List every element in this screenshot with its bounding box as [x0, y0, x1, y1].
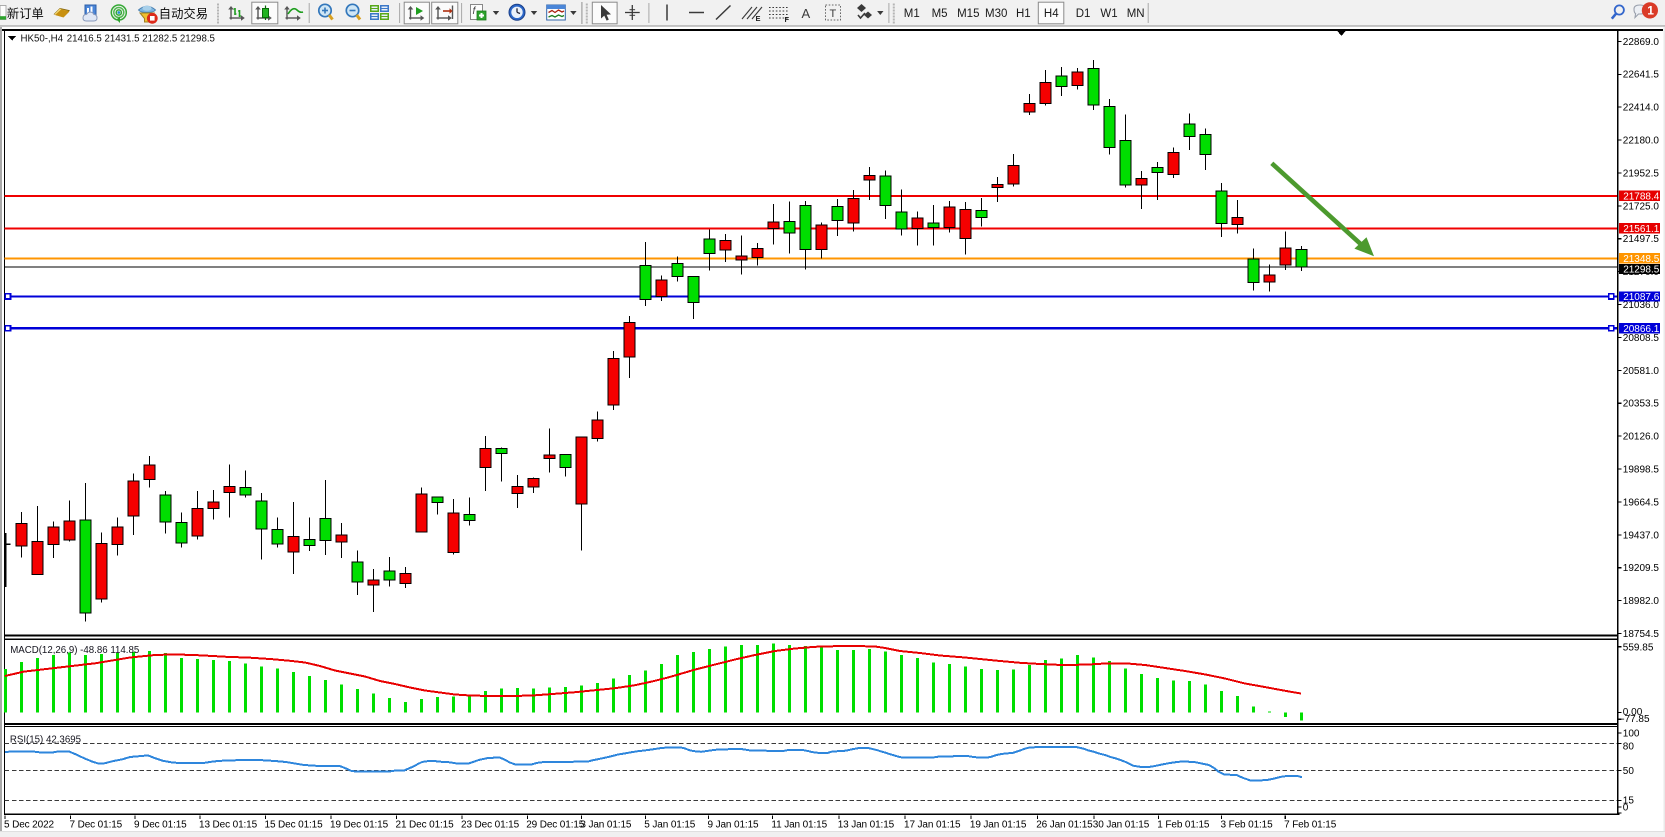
svg-text:22641.5: 22641.5 [1623, 70, 1660, 81]
svg-text:19 Jan 01:15: 19 Jan 01:15 [970, 820, 1027, 831]
svg-text:29 Dec 01:15: 29 Dec 01:15 [526, 820, 585, 831]
svg-text:22869.0: 22869.0 [1623, 37, 1660, 48]
svg-text:26 Jan 01:15: 26 Jan 01:15 [1036, 820, 1093, 831]
svg-text:T: T [830, 8, 837, 20]
svg-text:21416.5: 21416.5 [67, 33, 102, 44]
svg-text:M1: M1 [904, 8, 920, 20]
svg-text:22414.0: 22414.0 [1623, 103, 1660, 114]
svg-text:21788.4: 21788.4 [1623, 191, 1660, 202]
svg-text:21 Dec 01:15: 21 Dec 01:15 [396, 820, 455, 831]
svg-text:30 Jan 01:15: 30 Jan 01:15 [1093, 820, 1150, 831]
svg-text:9 Dec 01:15: 9 Dec 01:15 [134, 820, 187, 831]
svg-text:7 Feb 01:15: 7 Feb 01:15 [1284, 820, 1337, 831]
svg-text:20581.0: 20581.0 [1623, 366, 1660, 377]
svg-text:新订单: 新订单 [7, 6, 44, 21]
svg-text:21348.5: 21348.5 [1623, 254, 1660, 265]
svg-text:21282.5: 21282.5 [142, 33, 177, 44]
svg-text:RSI(15) 42.3695: RSI(15) 42.3695 [10, 734, 81, 745]
svg-text:0: 0 [1623, 802, 1629, 813]
svg-text:MN: MN [1127, 8, 1145, 20]
svg-text:3 Jan 01:15: 3 Jan 01:15 [580, 820, 632, 831]
svg-text:3 Feb 01:15: 3 Feb 01:15 [1221, 820, 1274, 831]
svg-text:21087.6: 21087.6 [1623, 292, 1660, 303]
svg-text:自动交易: 自动交易 [159, 6, 208, 21]
svg-text:21497.5: 21497.5 [1623, 234, 1660, 245]
svg-text:21036.0: 21036.0 [1623, 300, 1660, 311]
svg-text:19437.0: 19437.0 [1623, 530, 1660, 541]
svg-text:0.00: 0.00 [1623, 707, 1643, 718]
svg-text:H1: H1 [1016, 8, 1031, 20]
svg-text:21431.5: 21431.5 [105, 33, 140, 44]
svg-text:13 Jan 01:15: 13 Jan 01:15 [838, 820, 895, 831]
svg-text:M30: M30 [985, 8, 1007, 20]
svg-text:M15: M15 [957, 8, 979, 20]
svg-text:5 Jan 01:15: 5 Jan 01:15 [644, 820, 696, 831]
svg-text:80: 80 [1623, 741, 1635, 752]
svg-text:18754.5: 18754.5 [1623, 629, 1660, 640]
svg-text:7 Dec 01:15: 7 Dec 01:15 [70, 820, 123, 831]
svg-text:9 Jan 01:15: 9 Jan 01:15 [708, 820, 760, 831]
svg-text:23 Dec 01:15: 23 Dec 01:15 [461, 820, 520, 831]
svg-text:5 Dec 2022: 5 Dec 2022 [4, 820, 55, 831]
svg-text:F: F [785, 15, 790, 24]
svg-text:21298.5: 21298.5 [180, 33, 215, 44]
svg-text:W1: W1 [1100, 8, 1117, 20]
svg-text:19209.5: 19209.5 [1623, 563, 1660, 574]
svg-text:22180.0: 22180.0 [1623, 136, 1660, 147]
svg-text:D1: D1 [1076, 8, 1091, 20]
svg-text:21561.1: 21561.1 [1623, 224, 1660, 235]
svg-text:E: E [756, 14, 761, 23]
svg-text:15 Dec 01:15: 15 Dec 01:15 [265, 820, 324, 831]
svg-text:17 Jan 01:15: 17 Jan 01:15 [904, 820, 961, 831]
svg-text:13 Dec 01:15: 13 Dec 01:15 [199, 820, 258, 831]
svg-text:f: f [473, 6, 477, 17]
svg-text:19 Dec 01:15: 19 Dec 01:15 [330, 820, 389, 831]
svg-text:19664.5: 19664.5 [1623, 497, 1660, 508]
svg-text:19898.5: 19898.5 [1623, 465, 1660, 476]
svg-text:20126.0: 20126.0 [1623, 432, 1660, 443]
svg-text:A: A [802, 6, 811, 21]
svg-text:1: 1 [1647, 4, 1654, 18]
svg-text:15: 15 [1623, 796, 1635, 807]
svg-text:100: 100 [1623, 728, 1640, 739]
svg-text:11 Jan 01:15: 11 Jan 01:15 [771, 820, 827, 831]
svg-text:21298.5: 21298.5 [1623, 264, 1660, 275]
svg-text:559.85: 559.85 [1623, 642, 1654, 653]
svg-text:MACD(12,26,9) -48.86 114.85: MACD(12,26,9) -48.86 114.85 [10, 645, 139, 656]
svg-text:21725.0: 21725.0 [1623, 201, 1660, 212]
svg-text:M5: M5 [932, 8, 948, 20]
svg-text:50: 50 [1623, 766, 1635, 777]
svg-text:1 Feb 01:15: 1 Feb 01:15 [1157, 820, 1210, 831]
svg-text:20353.5: 20353.5 [1623, 399, 1660, 410]
svg-text:21952.5: 21952.5 [1623, 168, 1660, 179]
svg-text:20866.1: 20866.1 [1623, 324, 1660, 335]
svg-text:20808.5: 20808.5 [1623, 333, 1660, 344]
svg-text:-77.85: -77.85 [1621, 714, 1650, 725]
svg-text:HK50-,H4: HK50-,H4 [21, 33, 64, 44]
svg-text:H4: H4 [1044, 8, 1059, 20]
svg-text:18982.0: 18982.0 [1623, 596, 1660, 607]
